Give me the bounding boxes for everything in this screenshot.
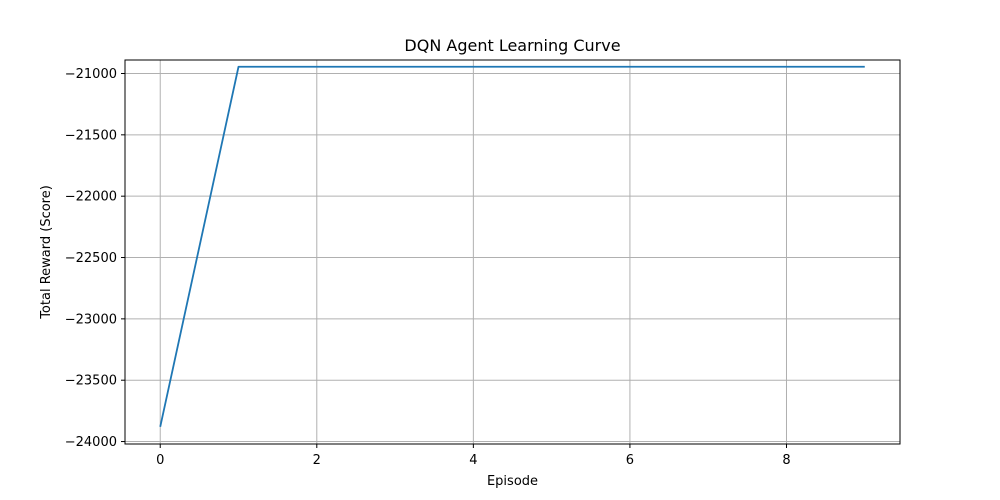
grid	[125, 60, 900, 444]
x-tick-label: 0	[156, 453, 164, 468]
y-tick-label: −22000	[65, 190, 117, 205]
y-tick-label: −24000	[65, 435, 117, 450]
x-axis-label: Episode	[487, 474, 538, 489]
series-line	[159, 65, 865, 428]
x-tick-label: 6	[626, 453, 634, 468]
x-tick-label: 2	[313, 453, 321, 468]
y-tick-label: −21500	[65, 128, 117, 143]
chart-title: DQN Agent Learning Curve	[404, 36, 620, 55]
x-tick-label: 4	[469, 453, 477, 468]
y-tick-label: −23500	[65, 374, 117, 389]
x-tick-label: 8	[782, 453, 790, 468]
y-axis-label: Total Reward (Score)	[39, 185, 54, 320]
y-axis-ticks: −24000 −23500 −23000 −22500 −22000 −21500 −210…	[65, 67, 125, 450]
series-layer	[159, 65, 865, 428]
y-tick-label: −23000	[65, 312, 117, 327]
x-axis-ticks: 0 2 4 6 8	[156, 444, 791, 468]
y-tick-label: −22500	[65, 251, 117, 266]
plot-frame	[124, 59, 901, 445]
y-tick-label: −21000	[65, 67, 117, 82]
